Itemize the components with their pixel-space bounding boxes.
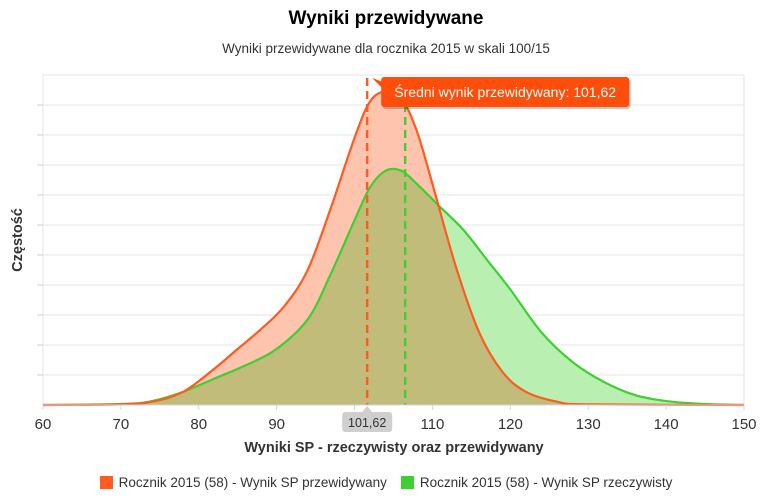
tooltip: Średni wynik przewidywany: 101,62 — [372, 77, 631, 109]
legend-item-actual[interactable]: Rocznik 2015 (58) - Wynik SP rzeczywisty — [400, 475, 673, 490]
chart-title: Wyniki przewidywane — [288, 8, 484, 29]
crosshair-value: 101,62 — [348, 416, 386, 430]
series-line-predicted — [42, 90, 745, 407]
series-area-overlap — [43, 168, 744, 405]
legend-label-predicted: Rocznik 2015 (58) - Wynik SP przewidywan… — [118, 475, 387, 490]
x-tick-label: 150 — [731, 416, 756, 433]
x-tick-label: 110 — [420, 416, 444, 433]
x-axis-title: Wyniki SP - rzeczywisty oraz przewidywan… — [244, 440, 543, 456]
x-tick-label: 70 — [113, 416, 130, 433]
x-tick-label: 80 — [190, 416, 207, 433]
legend-item-predicted[interactable]: Rocznik 2015 (58) - Wynik SP przewidywan… — [99, 475, 387, 490]
y-axis-title: Częstość — [10, 208, 26, 272]
legend-swatch-predicted — [99, 476, 113, 489]
x-tick-label: 120 — [498, 416, 523, 433]
legend-label-actual: Rocznik 2015 (58) - Wynik SP rzeczywisty — [419, 475, 673, 490]
crosshair-label: 101,62 — [342, 406, 393, 432]
series-line-actual — [42, 167, 745, 407]
x-tick-label: 130 — [576, 416, 601, 433]
legend: Rocznik 2015 (58) - Wynik SP przewidywan… — [0, 475, 772, 490]
tooltip-text: Średni wynik przewidywany: 101,62 — [394, 83, 616, 100]
legend-swatch-actual — [400, 476, 414, 489]
chart-subtitle: Wyniki przewidywane dla rocznika 2015 w … — [222, 41, 550, 56]
plot-area: 60708090100110120130140150101,62 Wyniki … — [10, 74, 757, 456]
x-tick-label: 90 — [268, 416, 285, 433]
x-tick-label: 60 — [35, 416, 52, 433]
x-tick-label: 140 — [654, 416, 679, 433]
